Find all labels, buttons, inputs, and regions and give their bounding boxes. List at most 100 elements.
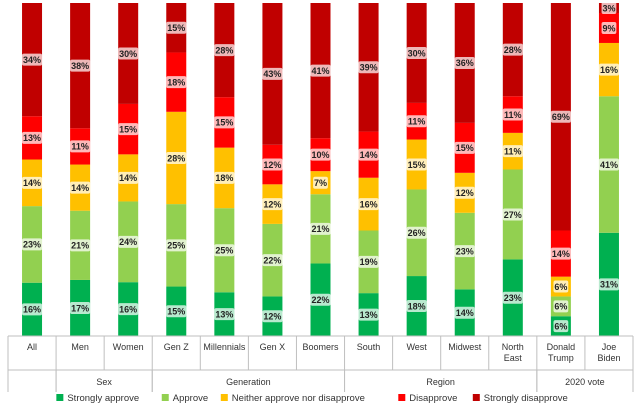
data-label-background [406,226,427,239]
data-label: 24% [119,237,137,247]
data-label: 18% [408,301,426,311]
data-label: 13% [360,310,378,320]
data-label-background [118,235,139,248]
data-label: 34% [23,55,41,65]
data-label-background [310,222,331,235]
data-label-background [358,198,379,211]
data-label: 41% [311,66,329,76]
data-label: 14% [119,173,137,183]
data-label-background [553,280,569,293]
data-label-background [553,320,569,333]
data-label-background [21,303,43,316]
data-label: 15% [167,23,185,33]
data-label: 14% [456,308,474,318]
data-label-background [598,278,620,291]
data-label: 43% [263,69,281,79]
data-label: 12% [263,160,281,170]
data-label-background [118,171,139,184]
data-label: 14% [552,249,570,259]
data-label: 17% [71,303,89,313]
group-label-region: Region [426,377,455,387]
data-label-background [502,145,523,158]
data-label-background [70,59,91,72]
data-label-background [166,21,187,34]
legend-label-approve: Approve [173,393,208,404]
data-label-background [550,110,571,123]
legend-swatch-neither-approve-nor-disapprove [220,394,228,401]
data-label-background [601,21,617,34]
data-label-background [454,56,475,69]
data-label-background [214,171,235,184]
data-label: 15% [456,143,474,153]
data-label-background [21,131,43,144]
category-label-midwest: Midwest [448,342,482,352]
data-label: 31% [600,280,618,290]
data-label-background [214,244,235,257]
legend-swatch-approve [161,394,169,401]
data-label: 16% [360,199,378,209]
data-label: 27% [504,210,522,220]
data-label-background [502,208,523,221]
data-label-background [166,305,187,318]
plot-area: 16% 23% 14% 13% 34% 17% 21% 14% 11% 38% 16% 24% 14% 1… [21,1,620,336]
data-label-background [310,293,331,306]
data-label: 18% [167,77,185,87]
data-label: 13% [215,309,233,319]
data-label-background [214,308,235,321]
data-label-background [358,255,379,268]
data-label: 16% [600,65,618,75]
legend: Strongly approve Approve Neither approve n… [56,393,568,404]
data-label: 6% [554,302,567,312]
data-label: 16% [23,305,41,315]
legend-swatch-strongly-approve [56,394,64,401]
data-label-background [118,123,139,136]
data-label-background [262,198,283,211]
data-label: 23% [456,246,474,256]
data-label-background [406,115,427,128]
data-label-background [21,176,43,189]
data-label: 6% [554,321,567,331]
group-label-generation: Generation [226,377,271,387]
data-label: 26% [408,228,426,238]
data-label-background [310,148,331,161]
data-label-background [502,291,523,304]
category-label-donald-trump: Donald Trump [547,342,576,363]
legend-swatch-strongly-disapprove [472,394,480,401]
data-label-background [358,308,379,321]
data-label-background [454,186,475,199]
data-label-background [406,46,427,59]
legend-swatch-disapprove [398,394,406,401]
data-label-background [262,158,283,171]
data-label-background [454,245,475,258]
legend-label-neither-approve-nor-disapprove: Neither approve nor disapprove [232,393,365,404]
category-label-gen-x: Gen X [260,342,286,352]
data-label: 14% [71,183,89,193]
data-label-background [601,1,617,14]
data-label: 16% [119,304,137,314]
data-label: 19% [360,257,378,267]
data-label-background [166,239,187,252]
data-label: 25% [167,241,185,251]
data-label: 12% [263,199,281,209]
data-label: 36% [456,58,474,68]
category-label-women: Women [113,342,144,352]
data-label: 7% [314,178,327,188]
data-label: 9% [602,23,615,33]
data-label-background [550,247,571,260]
data-label: 10% [311,150,329,160]
group-label-2020-vote: 2020 vote [565,377,605,387]
data-label: 15% [215,118,233,128]
data-label: 41% [600,160,618,170]
data-label-background [214,44,235,57]
data-label: 21% [311,224,329,234]
legend-label-strongly-approve: Strongly approve [67,393,139,404]
data-label: 21% [71,241,89,251]
data-label-background [214,116,235,129]
category-label-north-east: North East [502,342,524,363]
data-label: 28% [215,45,233,55]
data-label: 15% [408,160,426,170]
data-label: 6% [554,282,567,292]
data-label-background [118,47,139,60]
data-label-background [313,176,328,189]
data-label-background [21,53,43,66]
